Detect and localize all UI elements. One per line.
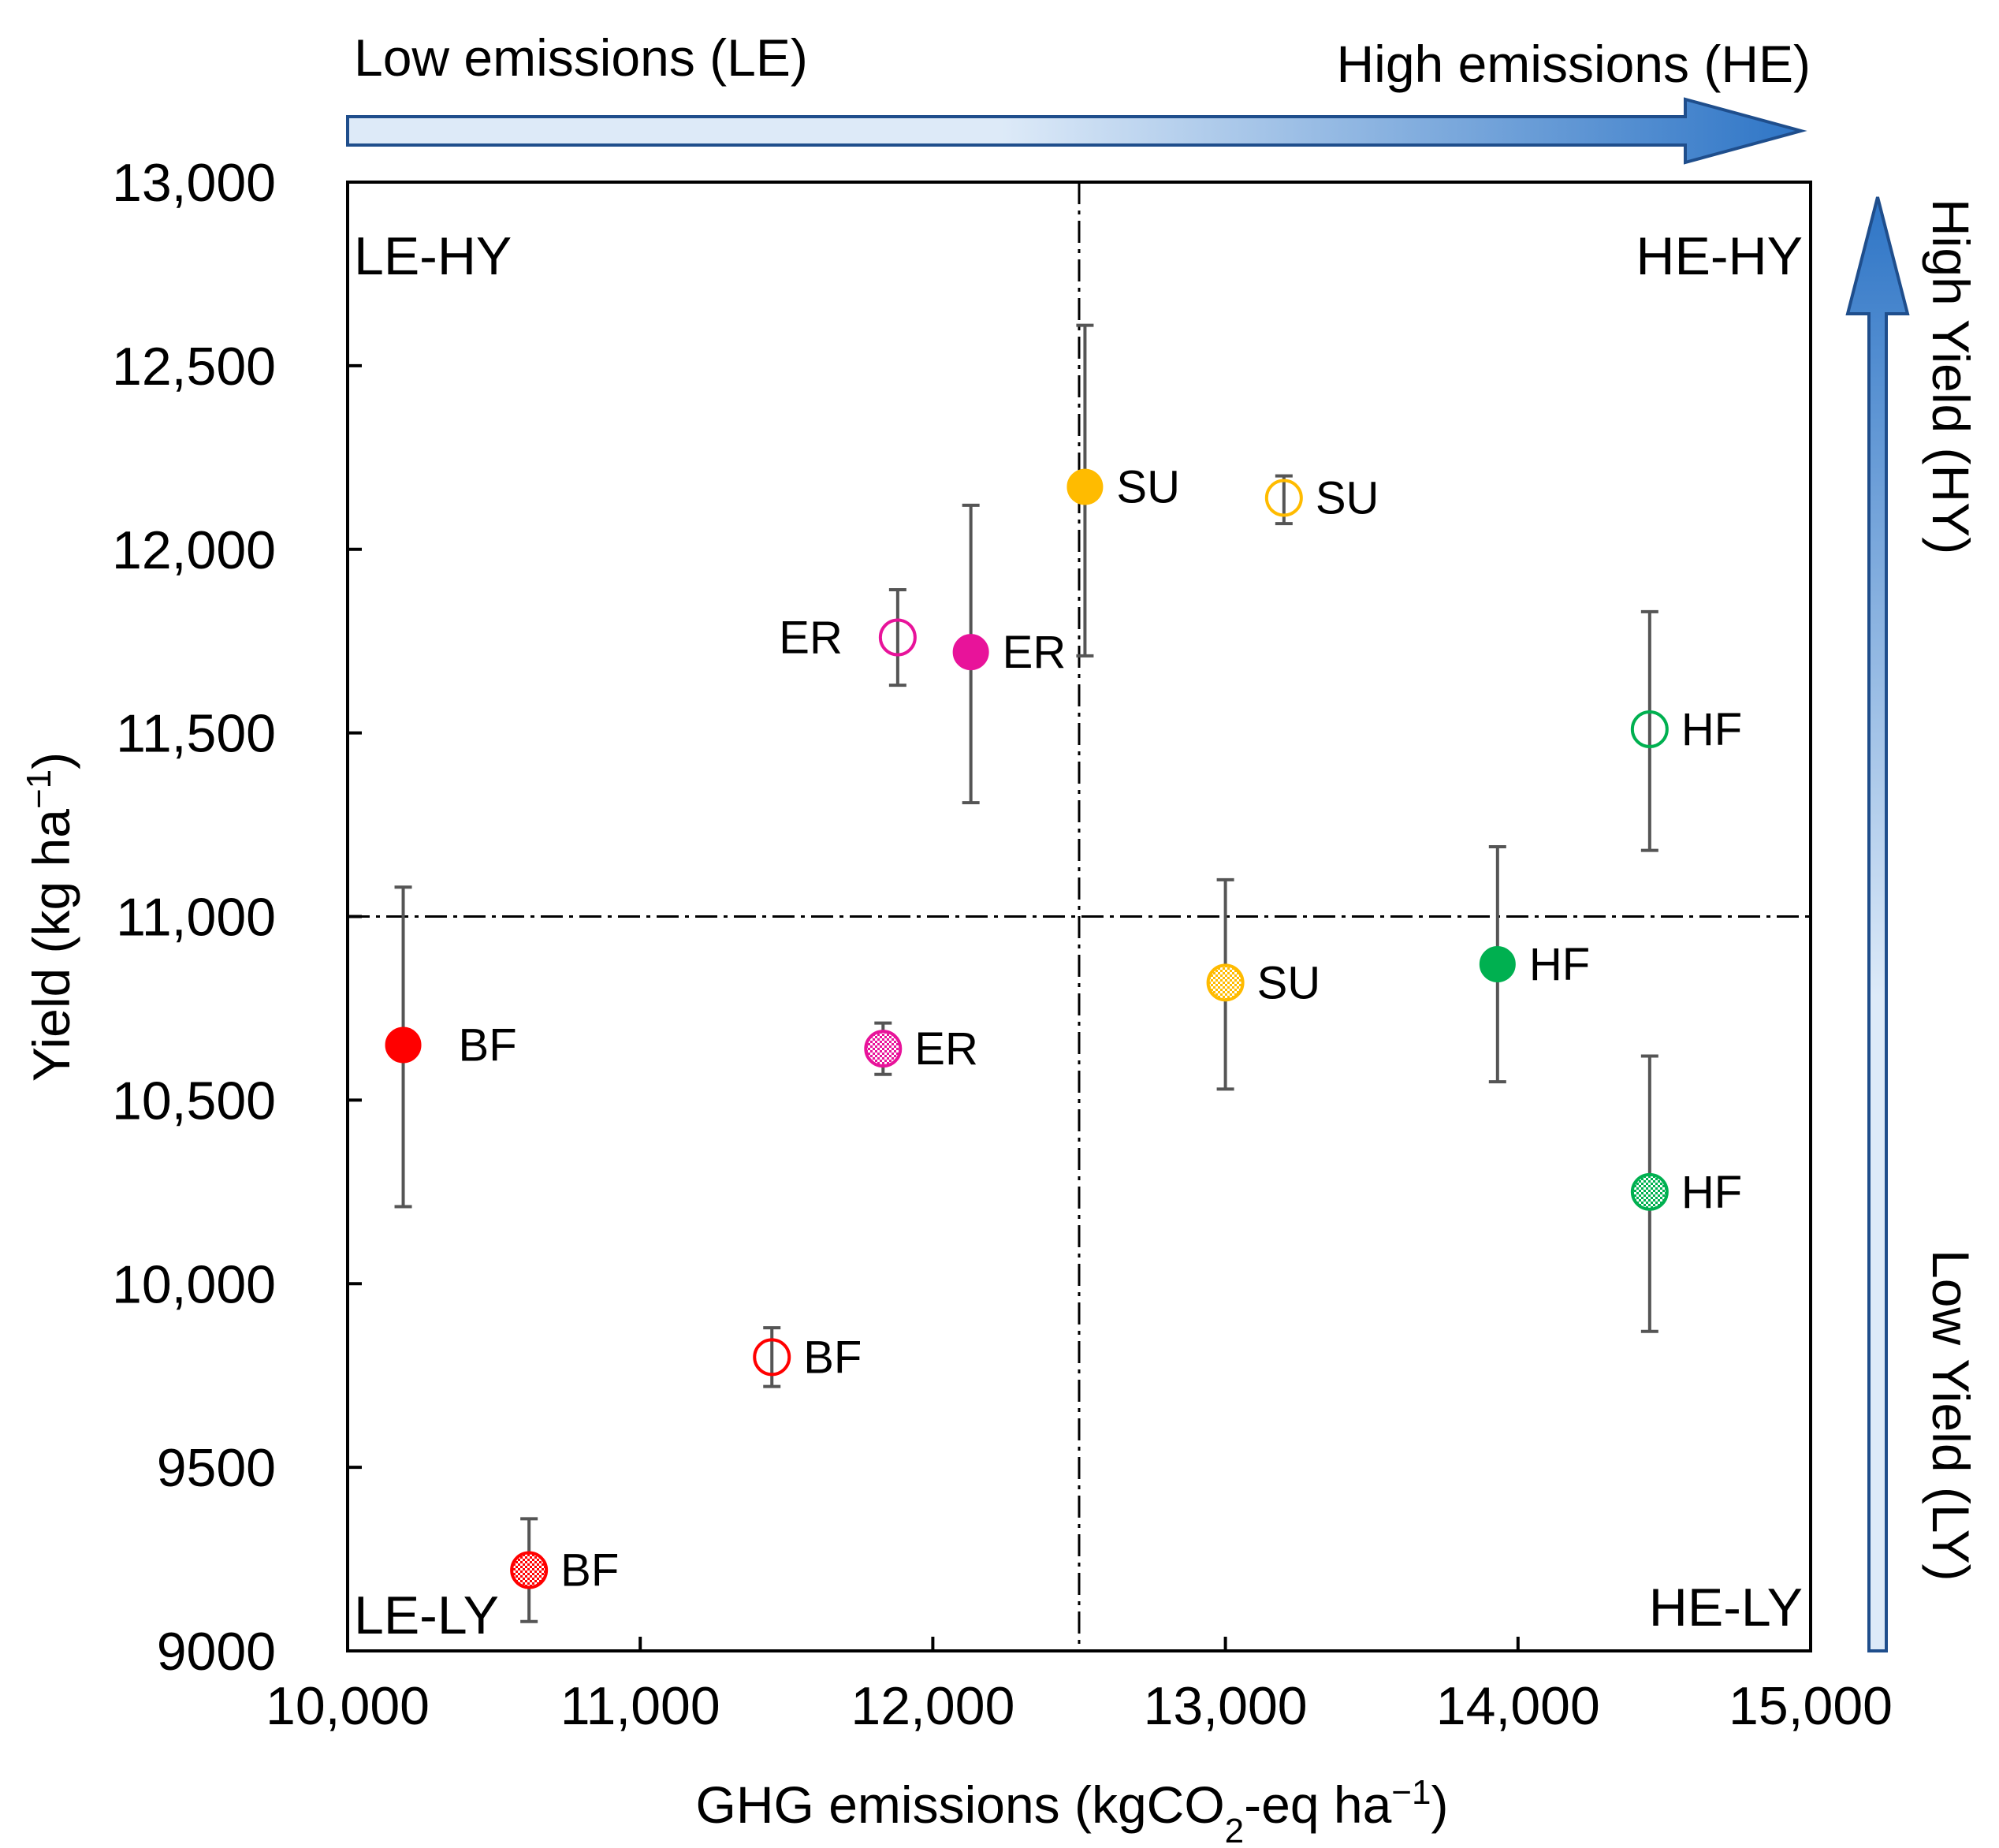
point-label: HF <box>1681 704 1742 755</box>
y-tick-label: 13,000 <box>112 153 276 213</box>
x-axis-label: GHG emissions (kgCO2-eq ha−1) <box>696 1773 1449 1848</box>
data-point-open-er <box>878 618 917 657</box>
quadrant-label-bottom-left: LE-LY <box>354 1585 499 1645</box>
y-tick-label: 9000 <box>157 1622 276 1682</box>
data-point-checkered-er <box>864 1030 903 1068</box>
point-label: ER <box>1003 627 1067 678</box>
y-tick-label: 10,500 <box>112 1071 276 1131</box>
yield-arrow <box>1845 196 1910 1652</box>
x-tick-label: 10,000 <box>266 1676 430 1736</box>
data-point-open-su <box>1264 479 1303 517</box>
quadrant-label-bottom-right: HE-LY <box>1649 1578 1803 1637</box>
data-point-checkered-bf <box>510 1551 549 1589</box>
data-point-filled-bf <box>385 1026 422 1064</box>
data-point-open-hf <box>1630 710 1669 748</box>
point-label: ER <box>914 1023 978 1075</box>
y-tick-label: 9500 <box>157 1438 276 1498</box>
data-point-checkered-hf <box>1630 1172 1669 1211</box>
quadrant-label-top-left: LE-HY <box>354 226 512 286</box>
point-label: HF <box>1681 1167 1742 1218</box>
point-label: ER <box>779 613 843 664</box>
low-yield-label: Low Yield (LY) <box>1922 1250 1980 1582</box>
x-tick-label: 11,000 <box>560 1676 720 1736</box>
data-point-checkered-su <box>1206 963 1245 1002</box>
x-tick-label: 13,000 <box>1144 1676 1308 1736</box>
data-point-open-bf <box>753 1338 791 1377</box>
point-label: SU <box>1316 473 1379 524</box>
quadrant-label-top-right: HE-HY <box>1636 226 1803 286</box>
emissions-arrow <box>346 97 1807 165</box>
y-tick-label: 10,000 <box>112 1254 276 1314</box>
data-point-filled-hf <box>1479 946 1516 983</box>
high-yield-label: High Yield (HY) <box>1922 199 1980 554</box>
low-emissions-label: Low emissions (LE) <box>354 28 808 87</box>
point-label: BF <box>459 1020 517 1071</box>
x-tick-label: 14,000 <box>1436 1676 1600 1736</box>
y-tick-label: 11,500 <box>116 704 276 764</box>
data-point-filled-er <box>952 634 989 671</box>
y-tick-label: 11,000 <box>116 888 276 948</box>
high-emissions-label: High emissions (HE) <box>1337 35 1811 93</box>
point-label: BF <box>803 1332 862 1383</box>
point-label: HF <box>1529 939 1590 990</box>
y-tick-label: 12,500 <box>112 337 276 397</box>
x-tick-label: 12,000 <box>851 1676 1014 1736</box>
y-axis-label: Yield (kg ha−1) <box>20 752 81 1082</box>
data-point-filled-su <box>1067 468 1104 505</box>
point-label: SU <box>1257 957 1321 1008</box>
point-label: BF <box>560 1545 619 1597</box>
y-tick-label: 12,000 <box>112 520 276 580</box>
point-label: SU <box>1116 462 1180 513</box>
x-tick-label: 15,000 <box>1729 1676 1893 1736</box>
